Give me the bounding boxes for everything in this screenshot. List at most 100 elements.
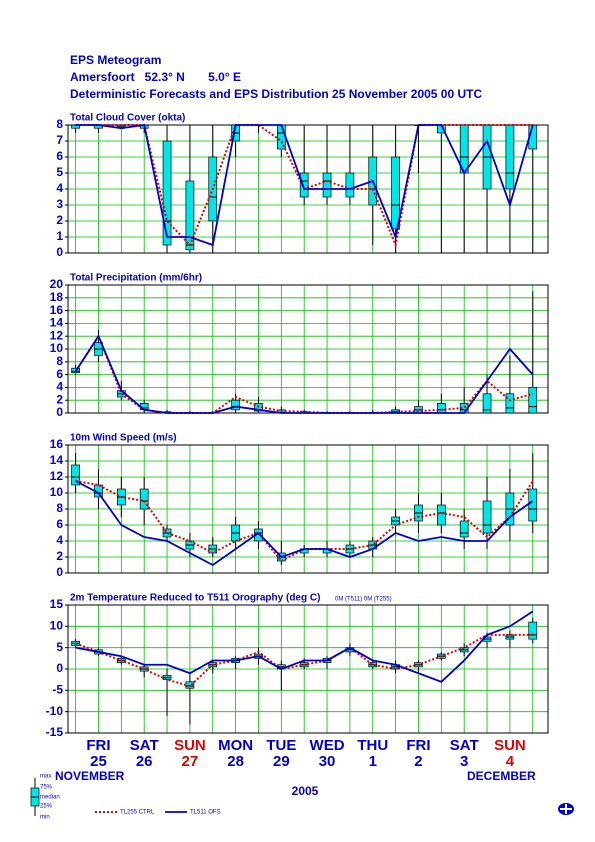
day-name: SAT [130,737,159,754]
y-tick-label: 2 [56,392,63,406]
y-tick-label: 14 [50,316,64,330]
day-date: 3 [460,753,468,770]
day-date: 28 [227,753,244,770]
y-tick-label: 6 [56,367,63,381]
day-name: SUN [494,737,526,754]
y-tick-label: 7 [56,133,63,147]
box [505,124,515,190]
y-tick-label: 16 [50,303,64,317]
legend-label: TL255 CTRL [120,810,155,816]
y-tick-label: 0 [56,245,63,259]
day-name: MON [218,737,253,754]
day-date: 1 [369,753,377,770]
legend-label: max [40,774,51,780]
y-tick-label: 18 [50,290,64,304]
panel-note: 0M (T511) 0M (T255) [335,597,392,603]
box [162,140,172,246]
day-date: 25 [90,753,107,770]
y-tick-label: 6 [56,517,63,531]
day-date: 30 [319,753,336,770]
y-tick-label: 3 [56,197,63,211]
legend-label: median [40,795,60,801]
y-tick-label: 8 [56,354,63,368]
plot-frame [67,124,549,254]
series-line [75,123,534,247]
y-tick-label: 20 [50,277,64,291]
plot-frame [67,444,549,574]
day-name: WED [310,737,345,754]
y-tick-label: 4 [56,380,63,394]
day-name: FRI [86,737,110,754]
box [71,464,80,486]
y-tick-label: 2 [56,549,63,563]
y-tick-label: 10 [50,341,64,355]
box [436,504,446,526]
y-tick-label: -5 [52,683,63,697]
y-tick-label: 12 [50,328,64,342]
day-name: TUE [266,737,296,754]
year-label: 2005 [292,784,319,798]
title: EPS Meteogram [70,53,161,67]
day-date: 29 [273,753,290,770]
y-tick-label: 10 [50,485,64,499]
box [231,399,240,411]
y-tick-label: 8 [56,117,63,131]
box [185,681,195,689]
y-tick-label: 5 [56,165,63,179]
series-line [75,610,534,683]
box [322,172,332,198]
panel-title: Total Cloud Cover (okta) [70,113,185,124]
box [505,393,515,414]
day-name: FRI [406,737,430,754]
y-tick-label: 12 [50,469,64,483]
y-tick-label: 4 [56,533,63,547]
y-tick-label: 0 [56,661,63,675]
y-tick-label: 14 [50,453,64,467]
box [345,172,355,198]
day-name: SAT [450,737,479,754]
series-line [74,334,534,414]
box [528,488,538,522]
y-tick-label: 10 [50,619,64,633]
y-tick-label: 4 [56,181,63,195]
legend-label: min [40,815,50,821]
y-tick-label: 16 [50,437,64,451]
y-tick-label: 15 [50,597,64,611]
y-tick-label: 8 [56,501,63,515]
day-date: 2 [414,753,422,770]
y-tick-label: 2 [56,213,63,227]
logo [558,803,574,815]
day-date: 26 [136,753,153,770]
y-tick-label: 1 [56,229,63,243]
day-date: 27 [182,753,199,770]
legend-label: 75% [40,785,53,791]
box [391,156,400,230]
box [482,393,492,414]
y-tick-label: 5 [56,640,63,654]
panel-title: 2m Temperature Reduced to T511 Orography… [70,593,320,604]
box [436,403,446,414]
box [299,172,309,198]
box [139,488,149,510]
panel-title: Total Precipitation (mm/6hr) [70,273,202,284]
legend-label: TL511 OFS [190,810,221,816]
panel-title: 10m Wind Speed (m/s) [70,433,177,444]
y-tick-label: -10 [46,704,64,718]
series-line [74,334,534,414]
box [528,621,538,640]
y-tick-label: 0 [56,565,63,579]
month-label: NOVEMBER [55,769,125,783]
y-tick-label: -15 [46,725,64,739]
legend-label: 25% [40,804,53,810]
box [459,520,469,538]
box [185,180,195,251]
month-label: DECEMBER [467,769,536,783]
box [482,500,492,534]
day-date: 4 [506,753,515,770]
day-name: THU [357,737,388,754]
y-tick-label: 0 [56,405,63,419]
subtitle: Deterministic Forecasts and EPS Distribu… [70,87,482,101]
day-name: SUN [174,737,206,754]
plot-frame [67,604,549,734]
